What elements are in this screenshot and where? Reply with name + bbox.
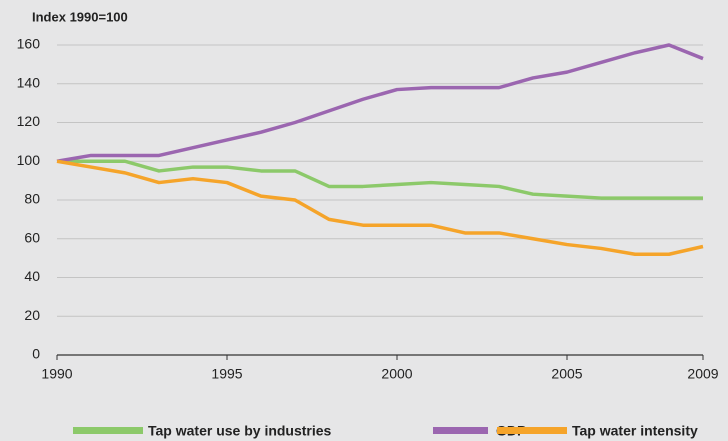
y-tick-label: 120: [17, 113, 41, 129]
x-tick-label: 1995: [211, 366, 242, 382]
y-tick-label: 140: [17, 74, 41, 90]
y-tick-label: 160: [17, 36, 41, 52]
line-series: [57, 159, 703, 200]
legend-swatch: [497, 427, 567, 434]
y-tick-label: 20: [24, 307, 40, 323]
x-tick-label: 2009: [687, 366, 718, 382]
legend-label: Tap water intensity: [572, 423, 698, 439]
line-series: [56, 159, 704, 256]
legend-label: Tap water use by industries: [148, 423, 332, 439]
y-tick-label: 60: [24, 229, 40, 245]
x-tick-label: 1990: [41, 366, 72, 382]
y-tick-label: 40: [24, 268, 40, 284]
legend-swatch: [433, 427, 488, 434]
y-tick-label: 80: [24, 191, 40, 207]
y-tick-label: 100: [17, 152, 41, 168]
legend-swatch: [73, 427, 143, 434]
y-tick-label: 0: [32, 346, 40, 362]
line-series: [56, 43, 704, 163]
x-tick-label: 2000: [381, 366, 412, 382]
axis-label: Index 1990=100: [32, 9, 128, 24]
x-tick-label: 2005: [551, 366, 582, 382]
